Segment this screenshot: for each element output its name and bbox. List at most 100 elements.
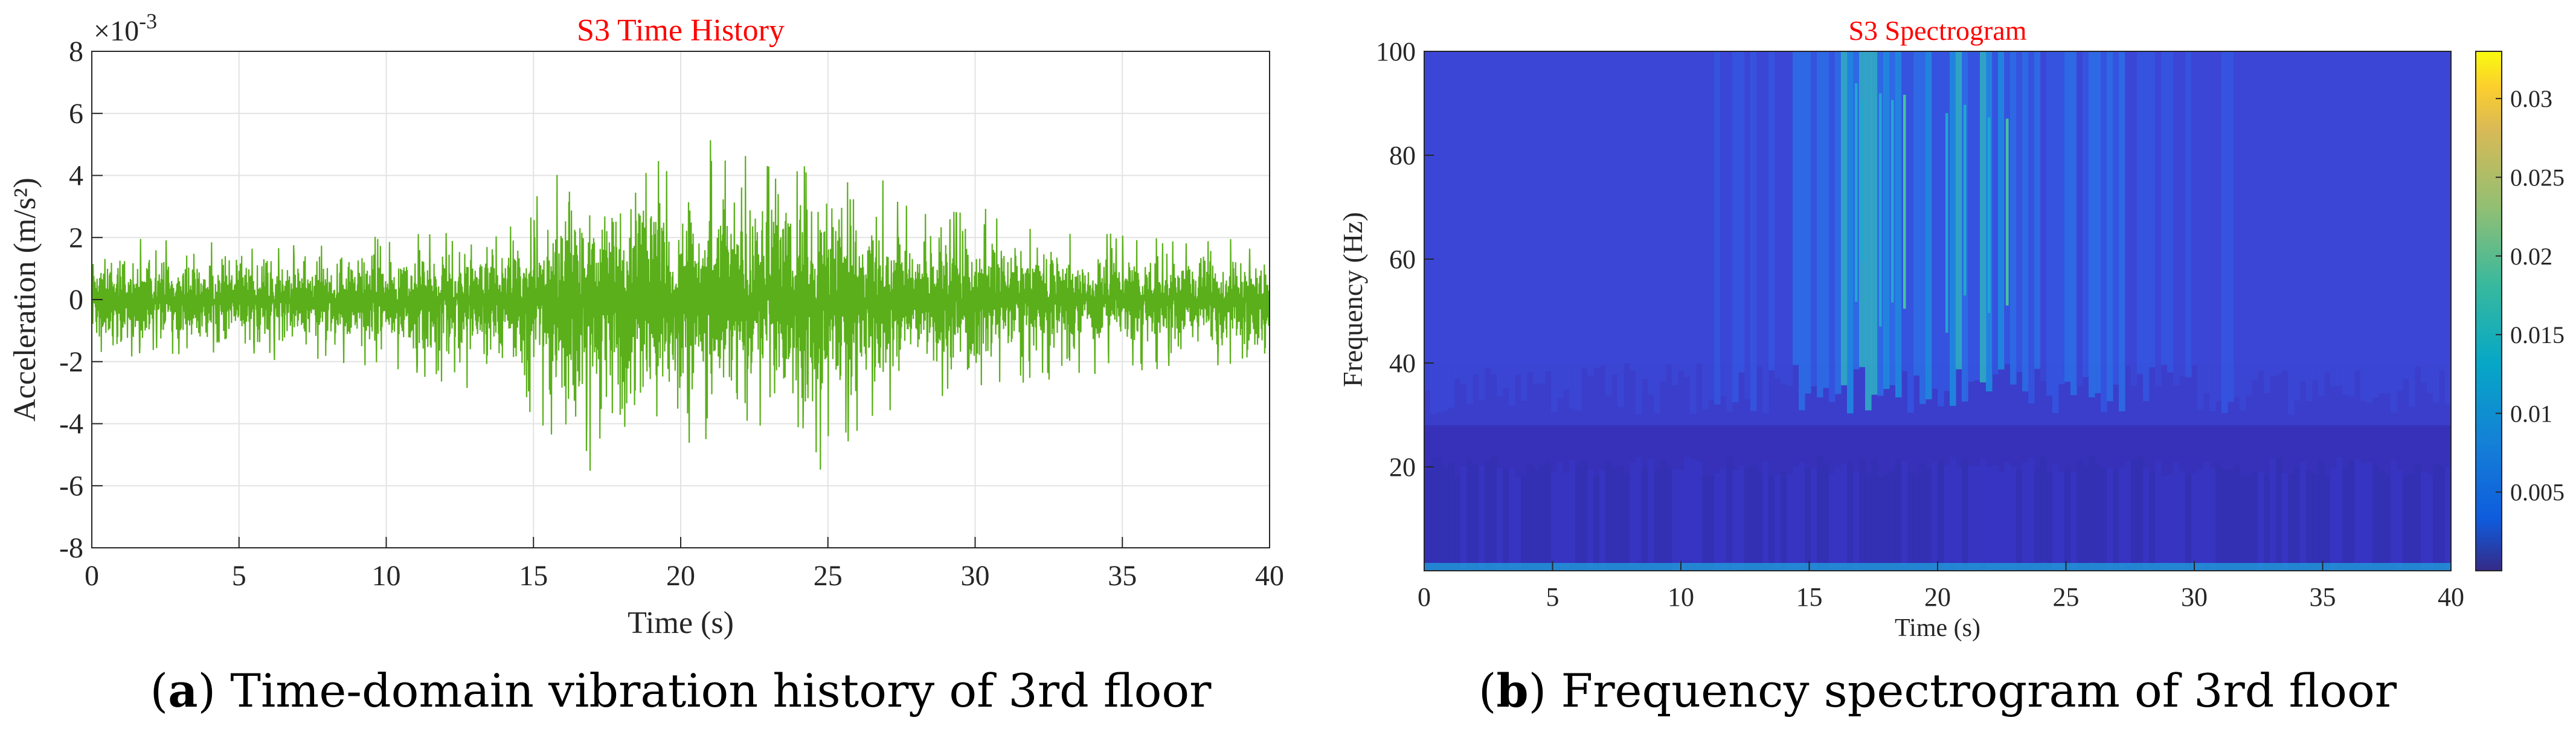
spectrum-column (2107, 51, 2113, 402)
spectrum-low-cell (1744, 467, 1751, 571)
spectrum-column (1563, 51, 1570, 390)
spectrum-column (1515, 51, 1521, 375)
spectrum-low-cell (2324, 477, 2331, 571)
spectrum-low-cell (1950, 457, 1956, 562)
spectrum-column (1503, 51, 1509, 388)
spectrum-low-cell (1569, 460, 1576, 564)
spectrum-low-cell (1871, 459, 1878, 564)
colorbar-tick-label: 0.015 (2510, 321, 2565, 348)
spectrum-low-cell (2113, 471, 2119, 571)
spectrum-low-cell (1605, 460, 1612, 564)
spectrum-column (2052, 51, 2059, 413)
spectrum-column (2077, 51, 2083, 387)
spectrum-column (1907, 51, 1914, 413)
spectrum-column (2372, 51, 2379, 398)
spectrum-low-cell (2143, 468, 2150, 571)
spectrum-low-cell (1491, 457, 1497, 561)
spectrum-low-cell (1847, 461, 1854, 565)
spectrum-column (2028, 51, 2035, 403)
spectrum-column (1980, 51, 1987, 383)
spectrum-low-cell (1545, 460, 1552, 565)
y-tick-label: 20 (1389, 452, 1416, 482)
spectrum-column (2433, 51, 2439, 403)
x-tick-label: 0 (1418, 582, 1431, 612)
spectrum-column (2294, 51, 2301, 401)
spectrum-column (2354, 51, 2361, 371)
spectrum-low-cell (1672, 468, 1678, 571)
spectrum-column (1648, 51, 1654, 395)
spectrum-low-cell (1708, 475, 1715, 571)
spectrum-low-cell (1454, 476, 1461, 571)
spectrum-low-cell (2191, 473, 2198, 571)
spectrum-column (1919, 51, 1926, 405)
spectrogram-image (1424, 51, 2451, 571)
chart-title-a: S3 Time History (577, 13, 785, 48)
spectrum-low-cell (1726, 457, 1733, 561)
spectrum-low-cell (1732, 469, 1739, 571)
spectrum-streak (1891, 100, 1894, 303)
spectrum-column (1533, 51, 1540, 384)
spectrum-column (2258, 51, 2264, 371)
y-axis-label-b: Frequency (Hz) (1337, 212, 1368, 387)
spectrum-low-cell (1575, 465, 1582, 570)
spectrum-column (1485, 51, 1491, 368)
spectrum-column (1690, 51, 1697, 414)
spectrum-low-cell (1436, 457, 1443, 562)
spectrum-column (2173, 51, 2180, 386)
spectrum-column (2137, 51, 2144, 374)
y-tick-label: -6 (59, 470, 83, 502)
spectrum-column (1750, 51, 1757, 411)
spectrum-column (2300, 51, 2307, 382)
y-tick-label: 2 (69, 222, 83, 254)
spectrum-column (1823, 51, 1829, 388)
spectrum-column (1527, 51, 1534, 373)
spectrum-column (2070, 51, 2077, 396)
spectrum-low-cell (2185, 474, 2192, 571)
colorbar-ticks: 0.005 0.01 0.015 0.02 0.025 0.03 (2496, 85, 2565, 506)
spectrum-column (1660, 51, 1666, 382)
spectrum-low-cell (2403, 475, 2409, 571)
spectrum-low-cell (1557, 462, 1564, 567)
spectrum-column (1847, 51, 1854, 414)
spectrum-column (2040, 51, 2047, 382)
y-tick-label: 80 (1389, 141, 1416, 170)
spectrum-low-cell (1515, 477, 1521, 571)
x-tick-label: 15 (519, 560, 548, 592)
x-tick-label: 5 (1546, 582, 1559, 612)
y-tick-label: 0 (69, 284, 83, 316)
spectrum-column (2342, 51, 2349, 395)
spectrum-low-cell (2336, 457, 2343, 562)
spectrum-column (1430, 51, 1437, 414)
spectrum-column (2403, 51, 2409, 379)
x-tick-label: 20 (1924, 582, 1951, 612)
spectrum-column (1787, 51, 1793, 387)
spectrum-low-cell (2155, 460, 2162, 564)
spectrum-column (2125, 51, 2131, 366)
spectrum-low-cell (1442, 468, 1449, 571)
spectrum-column (1696, 51, 1703, 364)
spectrum-column (1702, 51, 1709, 409)
exponent-label: ×10-3 (94, 9, 157, 47)
spectrum-low-cell (1956, 467, 1962, 571)
spectrum-low-cell (1877, 477, 1884, 571)
spectrum-low-cell (1817, 457, 1823, 561)
spectrum-streak (1879, 93, 1882, 327)
spectrum-column (2022, 51, 2029, 392)
spectrum-low-cell (1962, 460, 1968, 565)
spectrum-column (2270, 51, 2276, 376)
y-tick-label: -2 (59, 346, 83, 378)
spectrum-low-cell (2028, 457, 2035, 562)
colorbar-tick-label: 0.01 (2510, 400, 2552, 427)
spectrum-low-cell (1466, 460, 1473, 564)
spectrum-low-cell (2173, 462, 2180, 567)
spectrum-low-cell (1636, 457, 1642, 561)
spectrum-low-cell (2312, 474, 2319, 571)
spectrum-low-cell (2022, 462, 2029, 567)
spectrum-low-cell (2342, 467, 2349, 571)
spectrum-column (2445, 51, 2451, 405)
spectrum-low-cell (1865, 474, 1872, 571)
spectrum-low-cell (2415, 463, 2421, 568)
spectrum-column (2348, 51, 2355, 397)
spectrum-low-cell (2052, 464, 2059, 569)
spectrum-column (1726, 51, 1733, 412)
